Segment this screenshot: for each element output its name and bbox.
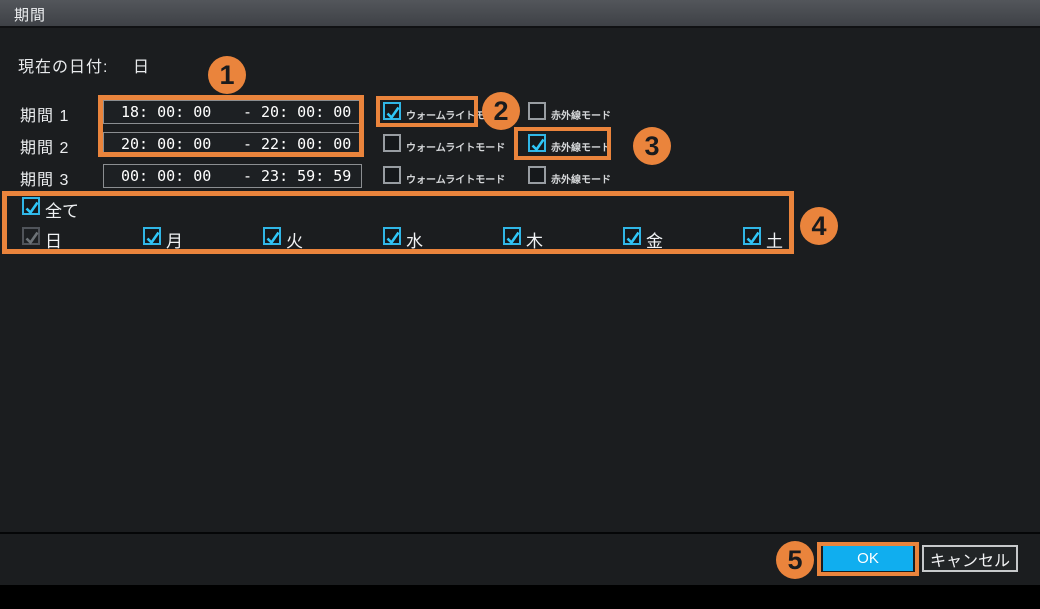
check-icon: [25, 231, 39, 245]
day-item-wed: 水: [383, 227, 503, 251]
start-time: 18: 00: 00: [121, 103, 212, 121]
day-sun-checkbox[interactable]: [22, 227, 40, 245]
period-2-label: 期間 2: [20, 140, 70, 157]
check-icon: [531, 138, 545, 152]
period-1-time-range-input[interactable]: 18: 00: 00 - 20: 00: 00: [103, 100, 362, 124]
check-icon: [266, 231, 280, 245]
annotation-number-1: 1: [208, 56, 246, 94]
check-icon: [25, 201, 39, 215]
day-thu-label: 木: [526, 232, 543, 251]
check-icon: [386, 106, 400, 120]
time-separator: -: [243, 103, 253, 121]
footer-divider: [0, 532, 1040, 534]
period-3-infrared-checkbox[interactable]: [528, 166, 546, 184]
current-date-label: 現在の日付:: [18, 59, 109, 76]
day-item-sun: 日: [22, 227, 142, 251]
period-2-warm-light-label: ウォームライトモード: [406, 143, 506, 154]
check-icon: [626, 231, 640, 245]
day-item-sat: 土: [743, 227, 863, 251]
start-time: 20: 00: 00: [121, 135, 212, 153]
period-3-label: 期間 3: [20, 172, 70, 189]
day-item-tue: 火: [263, 227, 383, 251]
days-row: 日 月 火 水 木: [0, 227, 1040, 251]
day-tue-checkbox[interactable]: [263, 227, 281, 245]
dialog-titlebar: 期間: [0, 0, 1040, 28]
day-thu-checkbox[interactable]: [503, 227, 521, 245]
period-2-time-range-input[interactable]: 20: 00: 00 - 22: 00: 00: [103, 132, 362, 156]
end-time: 23: 59: 59: [261, 167, 352, 185]
period-dialog: 期間 現在の日付: 日 期間 1 18: 00: 00 - 20: 00: 00…: [0, 0, 1040, 585]
end-time: 22: 00: 00: [261, 135, 352, 153]
day-item-mon: 月: [143, 227, 263, 251]
period-3-warm-light-label: ウォームライトモード: [406, 175, 506, 186]
day-sat-label: 土: [766, 232, 783, 251]
check-icon: [506, 231, 520, 245]
period-1-label: 期間 1: [20, 108, 70, 125]
day-fri-checkbox[interactable]: [623, 227, 641, 245]
period-2-infrared-label: 赤外線モード: [551, 143, 611, 154]
period-row-3: 期間 3 00: 00: 00 - 23: 59: 59 ウォームライトモード …: [0, 164, 1040, 189]
period-row-2: 期間 2 20: 00: 00 - 22: 00: 00 ウォームライトモード …: [0, 132, 1040, 157]
current-date-value: 日: [133, 59, 150, 76]
day-wed-checkbox[interactable]: [383, 227, 401, 245]
period-3-infrared-label: 赤外線モード: [551, 175, 611, 186]
day-mon-checkbox[interactable]: [143, 227, 161, 245]
cancel-button[interactable]: キャンセル: [922, 545, 1018, 572]
dialog-title: 期間: [14, 7, 47, 24]
day-item-fri: 金: [623, 227, 743, 251]
day-sun-label: 日: [45, 232, 62, 251]
period-1-infrared-checkbox[interactable]: [528, 102, 546, 120]
period-1-warm-light-label: ウォームライトモード: [406, 111, 506, 122]
annotation-number-5: 5: [776, 541, 814, 579]
day-tue-label: 火: [286, 232, 303, 251]
period-2-infrared-checkbox[interactable]: [528, 134, 546, 152]
start-time: 00: 00: 00: [121, 167, 212, 185]
all-days-row: 全て: [0, 197, 1040, 221]
period-row-1: 期間 1 18: 00: 00 - 20: 00: 00 ウォームライトモード …: [0, 100, 1040, 125]
check-icon: [386, 231, 400, 245]
day-item-thu: 木: [503, 227, 623, 251]
period-3-time-range-input[interactable]: 00: 00: 00 - 23: 59: 59: [103, 164, 362, 188]
time-separator: -: [243, 135, 253, 153]
all-days-label: 全て: [45, 202, 79, 221]
period-1-infrared-label: 赤外線モード: [551, 111, 611, 122]
day-mon-label: 月: [166, 232, 183, 251]
ok-button[interactable]: OK: [823, 546, 913, 571]
end-time: 20: 00: 00: [261, 103, 352, 121]
check-icon: [746, 231, 760, 245]
period-2-warm-light-checkbox[interactable]: [383, 134, 401, 152]
all-days-checkbox[interactable]: [22, 197, 40, 215]
time-separator: -: [243, 167, 253, 185]
check-icon: [146, 231, 160, 245]
day-wed-label: 水: [406, 232, 423, 251]
period-3-warm-light-checkbox[interactable]: [383, 166, 401, 184]
day-sat-checkbox[interactable]: [743, 227, 761, 245]
current-date-row: 現在の日付: 日: [18, 53, 149, 76]
day-fri-label: 金: [646, 232, 663, 251]
period-1-warm-light-checkbox[interactable]: [383, 102, 401, 120]
